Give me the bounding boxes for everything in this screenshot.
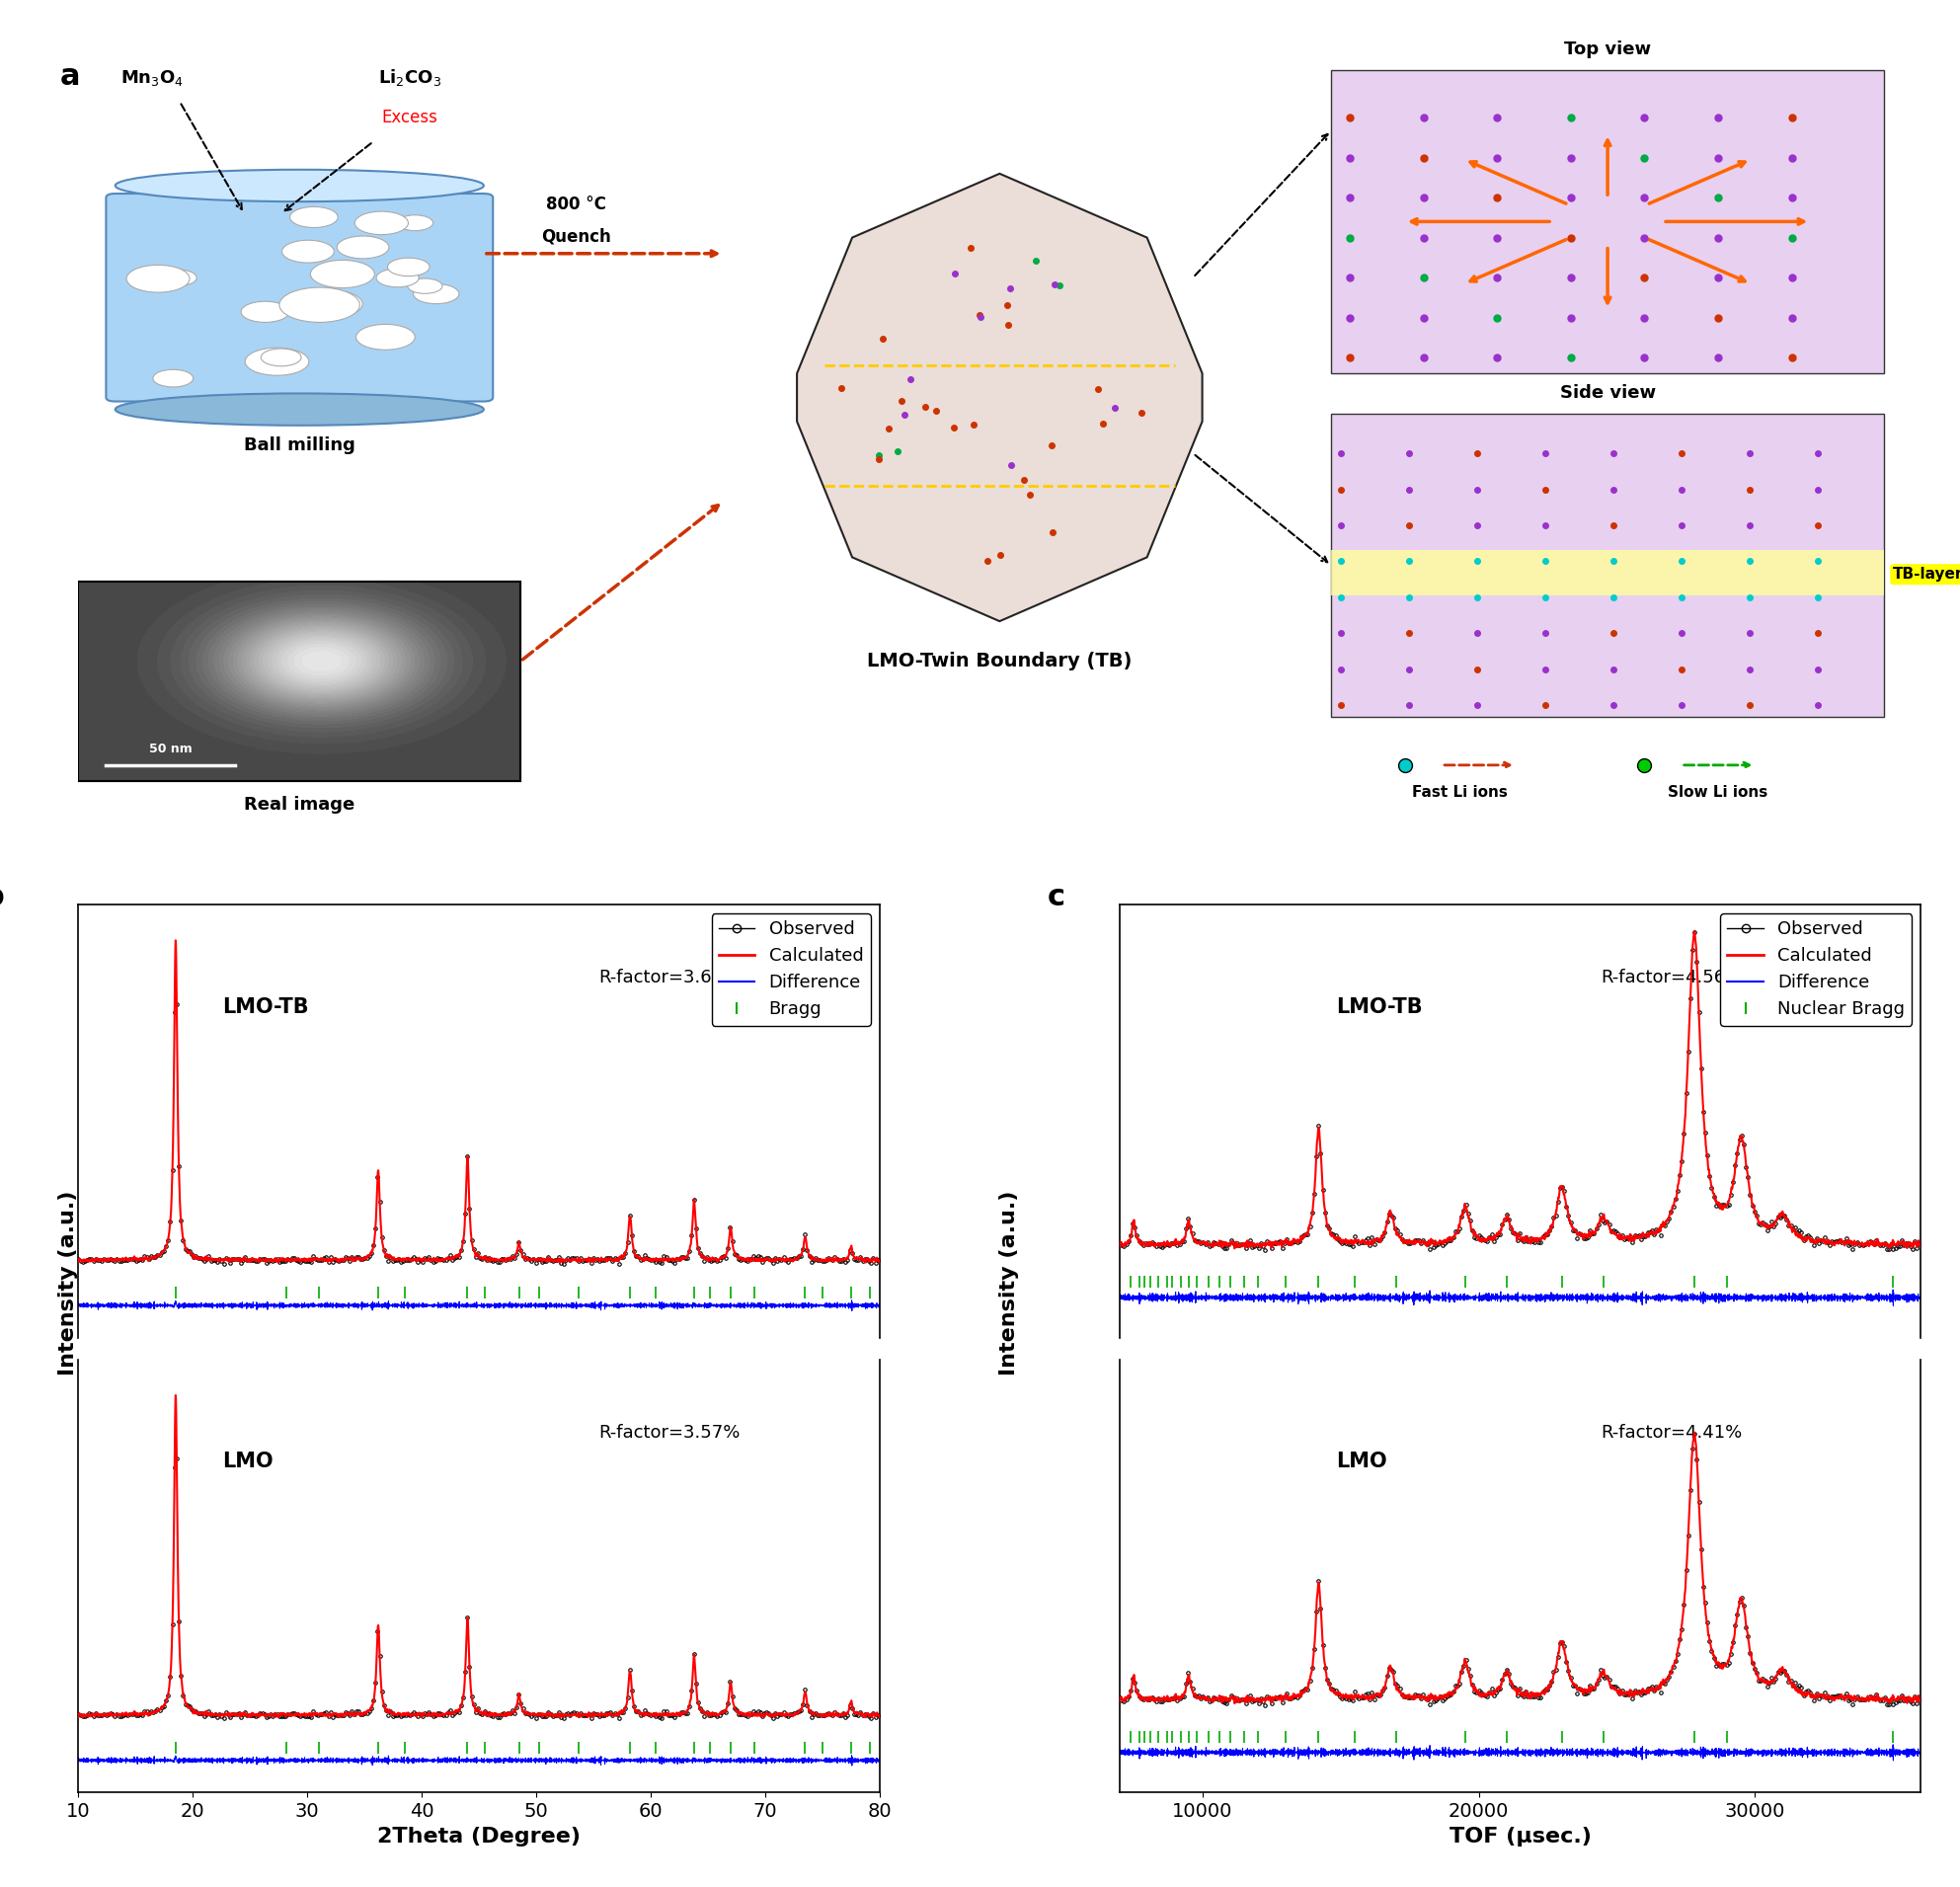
Circle shape	[298, 291, 363, 319]
Circle shape	[398, 215, 433, 230]
Circle shape	[414, 283, 459, 304]
Circle shape	[245, 347, 310, 376]
Text: Quench: Quench	[541, 228, 612, 245]
Circle shape	[241, 302, 290, 323]
Text: LMO-TB: LMO-TB	[1337, 996, 1423, 1017]
X-axis label: TOF (μsec.): TOF (μsec.)	[1448, 1827, 1592, 1845]
Text: Real image: Real image	[245, 796, 355, 813]
Text: R-factor=3.68%: R-factor=3.68%	[600, 968, 741, 987]
FancyBboxPatch shape	[106, 194, 494, 402]
Circle shape	[376, 268, 419, 287]
Text: LMO: LMO	[223, 1451, 274, 1472]
Text: Li$_2$CO$_3$: Li$_2$CO$_3$	[378, 68, 441, 89]
Text: Intensity (a.u.): Intensity (a.u.)	[59, 1191, 78, 1376]
Text: R-factor=4.56%: R-factor=4.56%	[1601, 968, 1742, 987]
Circle shape	[357, 325, 416, 349]
Circle shape	[127, 264, 190, 292]
Text: 800 °C: 800 °C	[545, 196, 606, 213]
Text: R-factor=4.41%: R-factor=4.41%	[1601, 1423, 1742, 1442]
Circle shape	[388, 259, 429, 276]
Legend: Observed, Calculated, Difference, Bragg: Observed, Calculated, Difference, Bragg	[711, 913, 870, 1025]
Text: Fast Li ions: Fast Li ions	[1413, 785, 1507, 800]
Text: LMO: LMO	[1337, 1451, 1388, 1472]
Text: Slow Li ions: Slow Li ions	[1668, 785, 1768, 800]
Circle shape	[290, 208, 337, 228]
Bar	[1331, 413, 1884, 717]
Text: Top view: Top view	[1564, 42, 1650, 58]
Circle shape	[408, 279, 443, 294]
Bar	[1331, 551, 1884, 596]
Bar	[78, 581, 521, 781]
Text: Mn$_3$O$_4$: Mn$_3$O$_4$	[120, 68, 184, 87]
Polygon shape	[798, 174, 1201, 621]
Circle shape	[310, 260, 374, 289]
Text: Excess: Excess	[382, 109, 439, 126]
Circle shape	[261, 349, 302, 366]
Circle shape	[280, 287, 361, 323]
Text: TB-layer: TB-layer	[1893, 566, 1960, 581]
Bar	[1331, 70, 1884, 374]
Legend: Observed, Calculated, Difference, Nuclear Bragg: Observed, Calculated, Difference, Nuclea…	[1721, 913, 1911, 1025]
Circle shape	[282, 240, 333, 262]
Text: 50 nm: 50 nm	[149, 743, 192, 755]
Text: Ball milling: Ball milling	[243, 436, 355, 455]
Circle shape	[296, 243, 329, 257]
Circle shape	[355, 211, 408, 234]
Bar	[78, 581, 521, 781]
Text: LMO-Twin Boundary (TB): LMO-Twin Boundary (TB)	[866, 651, 1133, 670]
Circle shape	[153, 370, 194, 387]
Text: LMO-TB: LMO-TB	[223, 996, 310, 1017]
Circle shape	[159, 270, 196, 287]
Text: c: c	[1049, 883, 1066, 911]
Text: Intensity (a.u.): Intensity (a.u.)	[1000, 1191, 1019, 1376]
Text: b: b	[0, 883, 4, 911]
Circle shape	[337, 236, 388, 259]
X-axis label: 2Theta (Degree): 2Theta (Degree)	[376, 1827, 580, 1845]
Ellipse shape	[116, 392, 484, 425]
Text: R-factor=3.57%: R-factor=3.57%	[600, 1423, 741, 1442]
Text: Side view: Side view	[1560, 385, 1656, 402]
Text: a: a	[61, 62, 80, 91]
Ellipse shape	[116, 170, 484, 202]
